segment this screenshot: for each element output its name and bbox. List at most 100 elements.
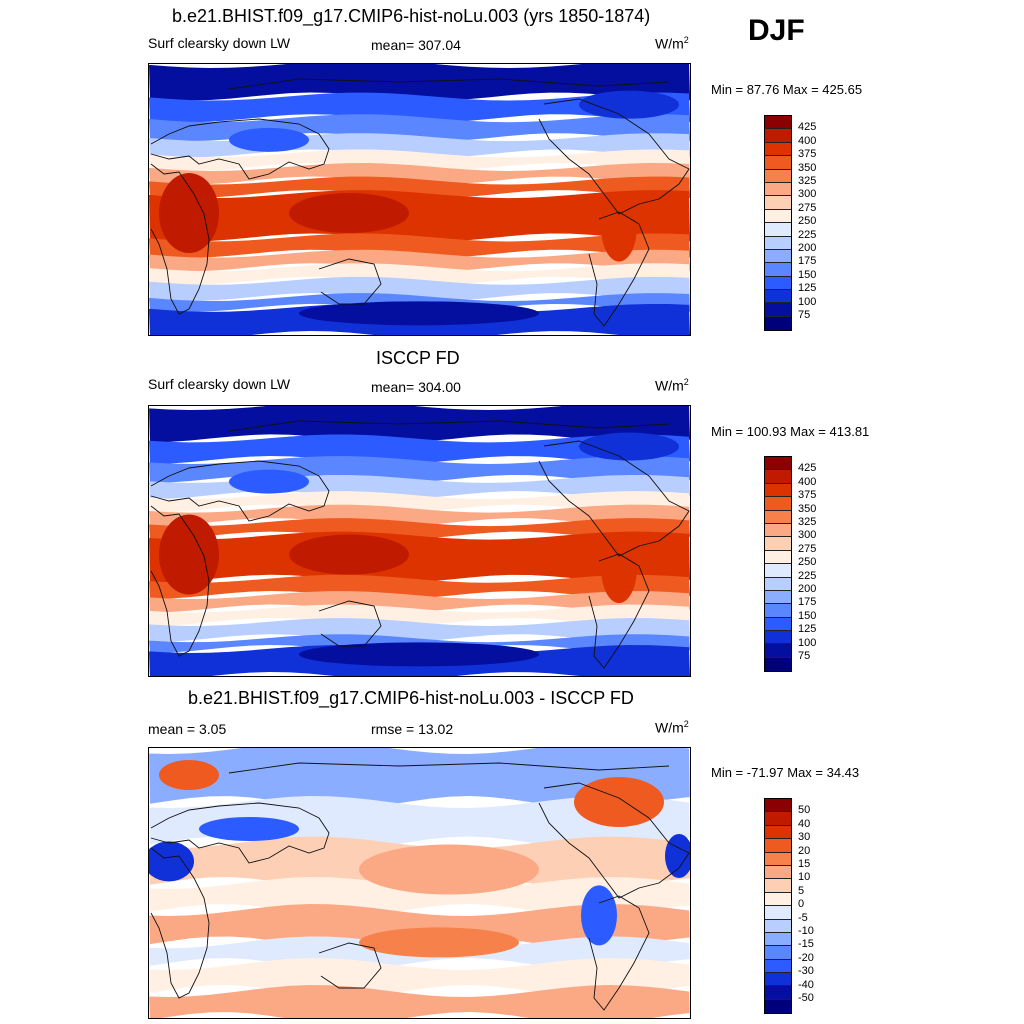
colorbar-tick-label: 400 bbox=[798, 134, 817, 147]
colorbar-tick-label: 30 bbox=[798, 831, 811, 844]
colorbar-swatch bbox=[765, 839, 791, 853]
colorbar-swatch bbox=[765, 919, 791, 933]
panel3-mean-label: mean = 3.05 bbox=[148, 721, 227, 737]
panel2-title: ISCCP FD bbox=[376, 348, 460, 368]
colorbar-swatch bbox=[765, 470, 791, 484]
colorbar-tick-label: 150 bbox=[798, 609, 817, 622]
colorbar-swatch bbox=[765, 604, 791, 618]
panel3-colorbar bbox=[764, 798, 792, 1015]
colorbar-tick-label: 225 bbox=[798, 569, 817, 582]
colorbar-swatch bbox=[765, 196, 791, 210]
colorbar-tick-label: 325 bbox=[798, 175, 817, 187]
colorbar-swatch bbox=[765, 116, 791, 130]
colorbar-tick-label: 125 bbox=[798, 623, 817, 636]
colorbar-swatch bbox=[765, 577, 791, 591]
panel3-map bbox=[148, 747, 691, 1019]
panel3-units-label: W/m2 bbox=[655, 719, 689, 736]
colorbar-swatch bbox=[765, 973, 791, 987]
colorbar-tick-label: 250 bbox=[798, 215, 817, 228]
colorbar-swatch bbox=[765, 657, 791, 672]
colorbar-tick-label: 425 bbox=[798, 121, 817, 134]
panel1-mean-label: mean= 307.04 bbox=[371, 37, 461, 53]
colorbar-swatch bbox=[765, 510, 791, 524]
colorbar-tick-label: 375 bbox=[798, 489, 817, 502]
panel1-contour-field bbox=[149, 64, 690, 335]
colorbar-tick-label: 400 bbox=[798, 475, 817, 488]
colorbar-tick-label: -5 bbox=[798, 911, 808, 924]
colorbar-tick-label: 275 bbox=[798, 201, 817, 214]
panel2-contour-field bbox=[149, 406, 690, 676]
colorbar-swatch bbox=[765, 799, 791, 813]
colorbar-swatch bbox=[765, 223, 791, 237]
colorbar-tick-label: 100 bbox=[798, 295, 817, 308]
colorbar-swatch bbox=[765, 156, 791, 170]
colorbar-swatch bbox=[765, 986, 791, 1000]
colorbar-tick-label: 20 bbox=[798, 844, 811, 857]
colorbar-tick-label: 275 bbox=[798, 542, 817, 555]
colorbar-swatch bbox=[765, 142, 791, 157]
colorbar-swatch bbox=[765, 550, 791, 565]
colorbar-tick-label: 225 bbox=[798, 228, 817, 241]
colorbar-swatch bbox=[765, 946, 791, 960]
colorbar-tick-label: -15 bbox=[798, 938, 814, 951]
colorbar-swatch bbox=[765, 316, 791, 331]
panel2-map bbox=[148, 405, 691, 677]
colorbar-tick-label: -50 bbox=[798, 992, 814, 1004]
colorbar-tick-label: 350 bbox=[798, 502, 817, 515]
colorbar-tick-label: -40 bbox=[798, 978, 814, 991]
season-label: DJF bbox=[748, 14, 805, 47]
colorbar-swatch bbox=[765, 812, 791, 826]
colorbar-tick-label: 100 bbox=[798, 636, 817, 649]
panel3-contour-field bbox=[149, 748, 690, 1018]
panel2-minmax-label: Min = 100.93 Max = 413.81 bbox=[711, 424, 870, 439]
colorbar-tick-label: 175 bbox=[798, 255, 817, 268]
colorbar-tick-label: -30 bbox=[798, 965, 814, 978]
colorbar-swatch bbox=[765, 236, 791, 250]
colorbar-swatch bbox=[765, 932, 791, 947]
colorbar-swatch bbox=[765, 182, 791, 197]
panel3-title: b.e21.BHIST.f09_g17.CMIP6-hist-noLu.003 … bbox=[188, 688, 634, 708]
colorbar-swatch bbox=[765, 263, 791, 277]
panel2-variable-label: Surf clearsky down LW bbox=[148, 376, 291, 392]
panel1-variable-label: Surf clearsky down LW bbox=[148, 35, 291, 51]
colorbar-swatch bbox=[765, 617, 791, 632]
colorbar-tick-label: 350 bbox=[798, 161, 817, 174]
colorbar-tick-label: 10 bbox=[798, 871, 811, 884]
colorbar-swatch bbox=[765, 865, 791, 880]
panel3-minmax-label: Min = -71.97 Max = 34.43 bbox=[711, 765, 860, 780]
panel3-rmse-label: rmse = 13.02 bbox=[371, 721, 454, 737]
colorbar-swatch bbox=[765, 483, 791, 498]
colorbar-swatch bbox=[765, 959, 791, 974]
colorbar-swatch bbox=[765, 290, 791, 304]
colorbar-tick-label: 5 bbox=[798, 884, 805, 897]
colorbar-swatch bbox=[765, 537, 791, 551]
colorbar-swatch bbox=[765, 879, 791, 893]
colorbar-tick-label: -10 bbox=[798, 925, 814, 937]
colorbar-tick-label: 75 bbox=[798, 650, 811, 662]
colorbar-swatch bbox=[765, 999, 791, 1014]
colorbar-swatch bbox=[765, 906, 791, 920]
colorbar-tick-label: 250 bbox=[798, 556, 817, 569]
colorbar-swatch bbox=[765, 523, 791, 538]
colorbar-tick-label: 75 bbox=[798, 309, 811, 321]
colorbar-tick-label: 200 bbox=[798, 242, 817, 254]
colorbar-tick-label: 325 bbox=[798, 516, 817, 528]
colorbar-swatch bbox=[765, 276, 791, 291]
panel2-colorbar bbox=[764, 456, 792, 673]
panel1-units-label: W/m2 bbox=[655, 35, 689, 52]
colorbar-tick-label: 125 bbox=[798, 282, 817, 295]
colorbar-tick-label: 40 bbox=[798, 817, 811, 830]
panel2-units-label: W/m2 bbox=[655, 377, 689, 394]
colorbar-tick-label: 50 bbox=[798, 804, 811, 817]
panel1-title: b.e21.BHIST.f09_g17.CMIP6-hist-noLu.003 … bbox=[172, 6, 651, 26]
colorbar-tick-label: 150 bbox=[798, 268, 817, 281]
colorbar-swatch bbox=[765, 892, 791, 907]
colorbar-tick-label: 375 bbox=[798, 148, 817, 161]
panel1-colorbar bbox=[764, 115, 792, 332]
colorbar-swatch bbox=[765, 457, 791, 471]
panel1-map bbox=[148, 63, 691, 336]
colorbar-swatch bbox=[765, 644, 791, 658]
colorbar-tick-label: 175 bbox=[798, 596, 817, 609]
colorbar-swatch bbox=[765, 129, 791, 143]
colorbar-swatch bbox=[765, 590, 791, 605]
